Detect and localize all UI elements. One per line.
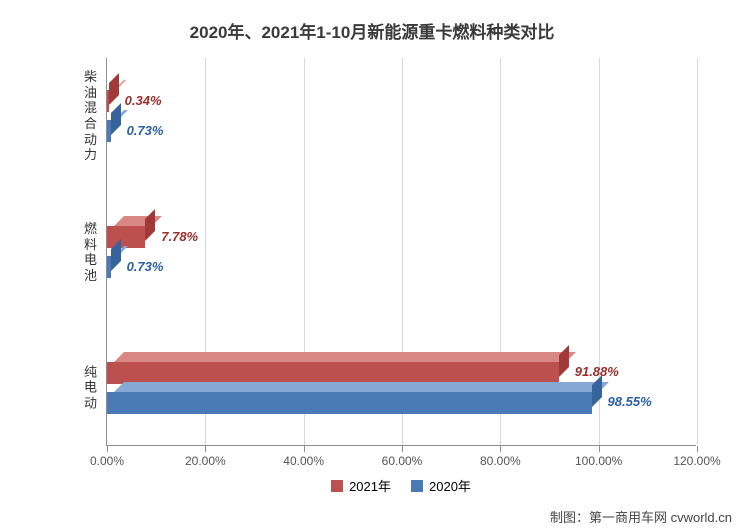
x-gridline [697,58,698,445]
x-tick [205,446,206,452]
category-label: 纯电动 [84,364,107,411]
legend-swatch [411,480,423,492]
legend-label: 2020年 [429,476,471,495]
value-label: 0.73% [127,123,164,138]
x-tick [599,446,600,452]
x-tick [402,446,403,452]
legend-item: 2021年 [331,476,391,495]
value-label: 91.88% [575,364,619,379]
plot-area: 0.00%20.00%40.00%60.00%80.00%100.00%120.… [106,58,696,446]
x-tick [697,446,698,452]
legend-swatch [331,480,343,492]
x-tick [304,446,305,452]
x-tick-label: 60.00% [382,454,423,468]
x-tick [107,446,108,452]
x-tick-label: 20.00% [185,454,226,468]
value-label: 7.78% [161,229,198,244]
category-label: 柴油混合 动力 [84,69,107,163]
category-label: 燃料电池 [84,221,107,283]
chart-root: 2020年、2021年1-10月新能源重卡燃料种类对比 0.00%20.00%4… [0,0,744,532]
x-tick-label: 100.00% [575,454,622,468]
legend: 2021年 2020年 [106,476,696,495]
legend-item: 2020年 [411,476,471,495]
value-label: 0.73% [127,259,164,274]
x-tick-label: 0.00% [90,454,124,468]
value-label: 98.55% [608,394,652,409]
bar [107,392,592,414]
value-label: 0.34% [125,93,162,108]
bar [107,120,111,142]
legend-label: 2021年 [349,476,391,495]
bar [107,226,145,248]
bar [107,256,111,278]
x-tick [500,446,501,452]
x-tick-label: 120.00% [673,454,720,468]
chart-title: 2020年、2021年1-10月新能源重卡燃料种类对比 [0,18,744,43]
x-tick-label: 40.00% [283,454,324,468]
x-tick-label: 80.00% [480,454,521,468]
bar [107,362,559,384]
credit-text: 制图：第一商用车网 cvworld.cn [550,507,732,526]
bar [107,90,109,112]
